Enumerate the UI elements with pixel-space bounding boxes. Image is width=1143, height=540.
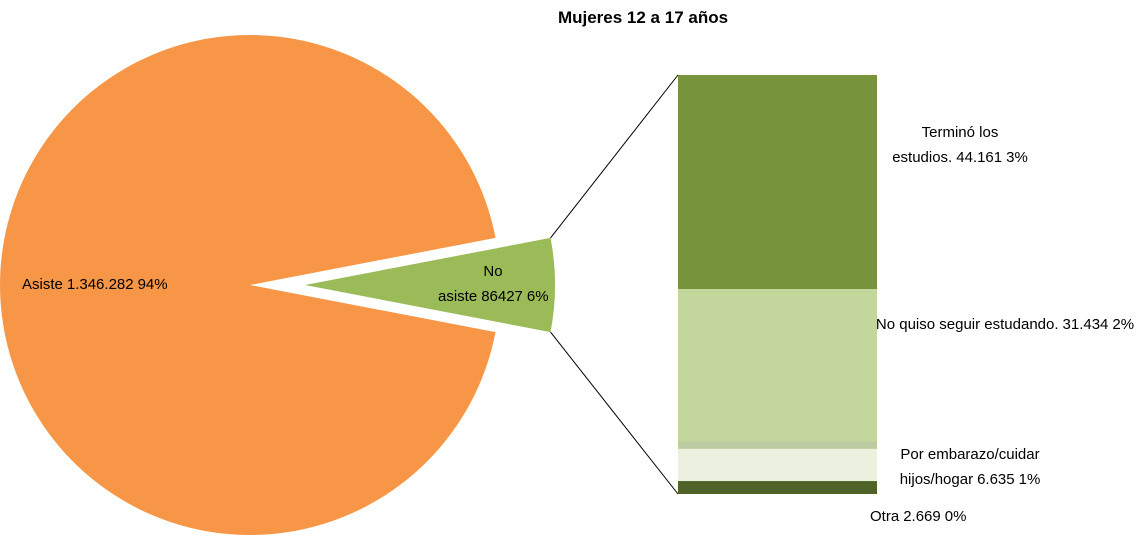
label-part: 94% [137,276,168,293]
label-part: 44.161 [956,149,1003,166]
chart-title: Mujeres 12 a 17 años [557,8,729,27]
bar-segment [678,448,877,482]
connector-line [550,331,679,495]
bar-label: No quiso seguir estudando. 31.434 2% [870,312,1140,337]
label-part: No quiso seguir estudando. [875,316,1059,333]
label-part: 0% [944,508,967,525]
label-part: 6% [526,288,549,305]
pie-slice [305,237,555,333]
label-part: Asiste [22,276,63,293]
label-part: 2.669 [903,508,941,525]
bar-label: Por embarazo/cuidar hijos/hogar 6.635 1% [870,442,1070,492]
pie-label: No asiste 86427 6% [438,259,549,309]
label-part: 3% [1006,149,1028,166]
pie-label: Asiste 1.346.282 94% [22,272,168,297]
bar-segment [678,481,877,494]
bar-segment [678,441,877,449]
label-part: 1.346.282 [66,276,134,293]
label-part: 86427 [481,288,523,305]
bar-segment [678,289,877,442]
label-part: 1% [1018,471,1041,488]
label-part: No asiste [438,263,503,305]
label-part: Otra [870,508,900,525]
label-part: 2% [1112,316,1135,333]
label-part: Por embarazo/cuidar hijos/hogar [899,446,1040,488]
pie-slice [0,34,496,535]
label-part: 31.434 [1062,316,1109,333]
bar-label: Otra 2.669 0% [870,504,1020,529]
label-part: 6.635 [977,471,1015,488]
bar-segment [678,75,877,290]
connector-line [550,74,679,239]
label-part: Terminó los estudios. [892,124,999,166]
bar-label: Terminó los estudios. 44.161 3% [880,120,1040,170]
